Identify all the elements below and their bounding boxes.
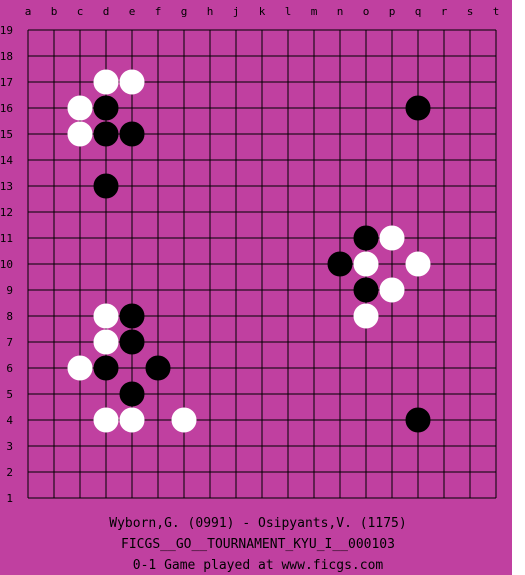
row-label: 1	[6, 492, 13, 505]
black-stone	[119, 303, 145, 329]
row-label: 12	[0, 206, 13, 219]
black-stone	[119, 329, 145, 355]
black-stone	[93, 173, 119, 199]
row-label: 15	[0, 128, 13, 141]
row-label: 14	[0, 154, 13, 167]
row-label: 10	[0, 258, 13, 271]
white-stone	[67, 95, 93, 121]
game-board-frame	[0, 0, 512, 575]
column-label: o	[363, 5, 370, 18]
white-stone	[93, 407, 119, 433]
white-stone	[353, 251, 379, 277]
white-stone	[93, 329, 119, 355]
row-label: 17	[0, 76, 13, 89]
black-stone	[119, 121, 145, 147]
black-stone	[93, 355, 119, 381]
row-label: 8	[6, 310, 13, 323]
row-label: 7	[6, 336, 13, 349]
row-label: 11	[0, 232, 13, 245]
column-label: n	[337, 5, 344, 18]
row-label: 16	[0, 102, 13, 115]
black-stone	[93, 121, 119, 147]
column-label: k	[259, 5, 266, 18]
column-label: f	[155, 5, 162, 18]
white-stone	[171, 407, 197, 433]
column-label: m	[311, 5, 318, 18]
white-stone	[67, 121, 93, 147]
column-label: t	[493, 5, 500, 18]
black-stone	[353, 225, 379, 251]
column-label: a	[25, 5, 32, 18]
column-label: c	[77, 5, 84, 18]
black-stone	[353, 277, 379, 303]
row-labels-left: 19 18 17 16 15 14 13 12 11 10 9 8 7 6 5 4 3 2 1	[0, 24, 13, 505]
black-stone	[327, 251, 353, 277]
column-label: l	[285, 5, 292, 18]
column-label: h	[207, 5, 214, 18]
row-label: 5	[6, 388, 13, 401]
row-label: 9	[6, 284, 13, 297]
white-stone	[119, 69, 145, 95]
white-stone	[93, 69, 119, 95]
black-stone	[145, 355, 171, 381]
column-label: q	[415, 5, 422, 18]
players-caption: Wyborn,G. (0991) - Osipyants,V. (1175)	[109, 516, 406, 531]
row-label: 13	[0, 180, 13, 193]
white-stone	[379, 277, 405, 303]
row-label: 6	[6, 362, 13, 375]
stones-layer	[67, 69, 431, 433]
black-stone	[405, 407, 431, 433]
row-label: 4	[6, 414, 13, 427]
row-label: 18	[0, 50, 13, 63]
white-stone	[67, 355, 93, 381]
white-stone	[353, 303, 379, 329]
black-stone	[405, 95, 431, 121]
column-label: b	[51, 5, 58, 18]
column-label: e	[129, 5, 136, 18]
row-label: 3	[6, 440, 13, 453]
column-label: g	[181, 5, 188, 18]
white-stone	[119, 407, 145, 433]
white-stone	[379, 225, 405, 251]
white-stone	[93, 303, 119, 329]
column-label: d	[103, 5, 110, 18]
black-stone	[93, 95, 119, 121]
row-label: 19	[0, 24, 13, 37]
tournament-caption: FICGS__GO__TOURNAMENT_KYU_I__000103	[121, 537, 395, 552]
result-caption: 0-1 Game played at www.ficgs.com	[133, 558, 384, 573]
row-label: 2	[6, 466, 13, 479]
column-label: s	[467, 5, 474, 18]
column-label: j	[233, 5, 240, 18]
column-label: r	[441, 5, 448, 18]
black-stone	[119, 381, 145, 407]
white-stone	[405, 251, 431, 277]
column-label: p	[389, 5, 396, 18]
